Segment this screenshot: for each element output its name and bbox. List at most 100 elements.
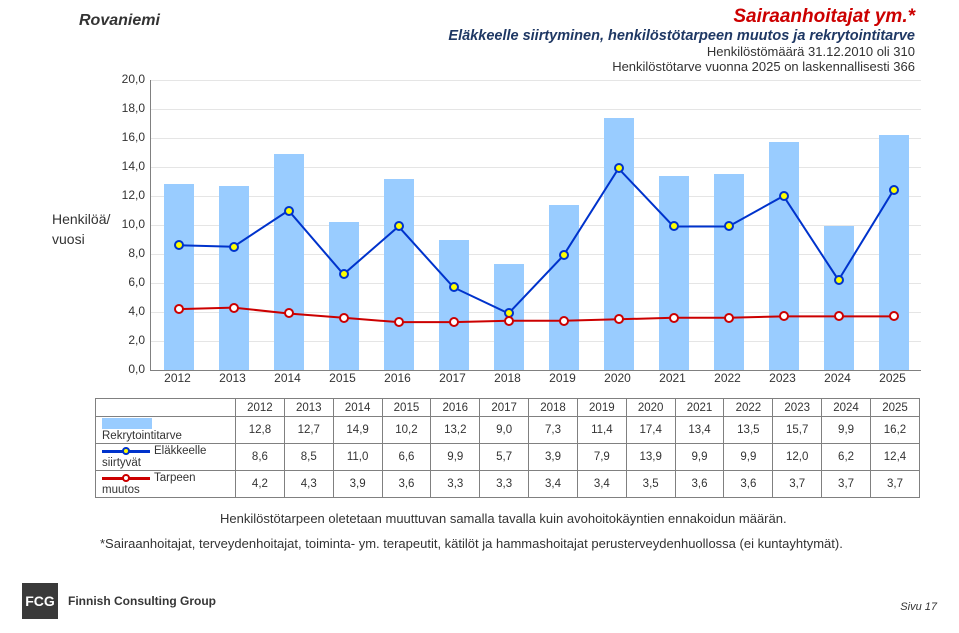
y-tick-label: 0,0 [109,362,145,376]
legend-series-name: Rekrytointitarve [96,417,236,444]
legend-value-cell: 3,7 [870,471,919,498]
legend-swatch [102,446,150,456]
legend-year-header: 2016 [431,399,480,417]
legend-value-cell: 8,5 [284,444,333,471]
x-tick-label: 2021 [653,371,693,385]
footnote: Henkilöstötarpeen oletetaan muuttuvan sa… [100,510,920,554]
x-tick-label: 2025 [873,371,913,385]
footnote-line2: *Sairaanhoitajat, terveydenhoitajat, toi… [100,535,920,554]
legend-value-cell: 3,4 [529,471,578,498]
legend-value-cell: 10,2 [382,417,431,444]
legend-value-cell: 3,7 [822,471,871,498]
legend-value-cell: 12,4 [870,444,919,471]
y-tick-label: 14,0 [109,159,145,173]
marker [614,163,624,173]
legend-value-cell: 4,3 [284,471,333,498]
legend-year-header: 2014 [333,399,382,417]
marker [229,242,239,252]
subtitle-3: Henkilöstötarve vuonna 2025 on laskennal… [195,59,915,74]
y-tick-label: 16,0 [109,130,145,144]
x-tick-label: 2024 [818,371,858,385]
marker [889,185,899,195]
marker [449,282,459,292]
marker [174,240,184,250]
x-tick-label: 2015 [323,371,363,385]
legend-value-cell: 3,7 [773,471,822,498]
line-layer [151,80,921,370]
logo-square: FCG [22,583,58,619]
legend-year-header: 2025 [870,399,919,417]
marker [449,317,459,327]
marker [394,317,404,327]
x-tick-label: 2018 [488,371,528,385]
legend-value-cell: 7,3 [529,417,578,444]
legend-value-cell: 9,9 [675,444,724,471]
x-tick-label: 2022 [708,371,748,385]
x-tick-label: 2020 [598,371,638,385]
y-tick-label: 2,0 [109,333,145,347]
legend-value-cell: 3,3 [431,471,480,498]
legend-year-header: 2013 [284,399,333,417]
y-tick-label: 6,0 [109,275,145,289]
marker [394,221,404,231]
marker [669,221,679,231]
x-tick-label: 2012 [158,371,198,385]
series-line-elakkeelle [179,168,894,313]
legend-value-cell: 9,0 [480,417,529,444]
marker [559,316,569,326]
chart: 0,02,04,06,08,010,012,014,016,018,020,0 … [150,80,920,371]
legend-value-cell: 6,6 [382,444,431,471]
legend-value-cell: 3,3 [480,471,529,498]
x-tick-label: 2016 [378,371,418,385]
legend-value-cell: 11,0 [333,444,382,471]
marker [504,316,514,326]
marker [724,221,734,231]
marker [724,313,734,323]
x-tick-label: 2014 [268,371,308,385]
legend-value-cell: 13,5 [724,417,773,444]
marker [614,314,624,324]
marker [229,303,239,313]
legend-value-cell: 14,9 [333,417,382,444]
header-block: Sairaanhoitajat ym.* Eläkkeelle siirtymi… [195,6,915,74]
y-axis-label: Henkilöä/ vuosi [52,210,110,249]
legend-header-empty [96,399,236,417]
legend-value-cell: 3,6 [382,471,431,498]
x-tick-label: 2013 [213,371,253,385]
y-tick-label: 8,0 [109,246,145,260]
legend-table: 2012201320142015201620172018201920202021… [95,398,920,498]
y-axis-label-line1: Henkilöä/ [52,211,110,227]
legend-value-cell: 16,2 [870,417,919,444]
marker [284,308,294,318]
y-tick-label: 18,0 [109,101,145,115]
y-tick-label: 10,0 [109,217,145,231]
legend-value-cell: 3,9 [333,471,382,498]
marker [779,311,789,321]
legend-value-cell: 3,5 [626,471,675,498]
marker [174,304,184,314]
x-tick-label: 2019 [543,371,583,385]
legend-value-cell: 15,7 [773,417,822,444]
legend-series-name: Eläkkeelle siirtyvät [96,444,236,471]
legend-value-cell: 9,9 [431,444,480,471]
legend-value-cell: 12,8 [236,417,285,444]
legend-value-cell: 13,9 [626,444,675,471]
legend-value-cell: 3,4 [577,471,626,498]
legend-value-cell: 5,7 [480,444,529,471]
legend-year-header: 2018 [529,399,578,417]
legend-year-header: 2023 [773,399,822,417]
plot-area: 0,02,04,06,08,010,012,014,016,018,020,0 [150,80,921,371]
legend-year-header: 2022 [724,399,773,417]
legend-value-cell: 11,4 [577,417,626,444]
marker [284,206,294,216]
y-tick-label: 20,0 [109,72,145,86]
x-tick-label: 2023 [763,371,803,385]
legend-value-cell: 9,9 [822,417,871,444]
legend-value-cell: 12,0 [773,444,822,471]
subtitle-2: Henkilöstömäärä 31.12.2010 oli 310 [195,44,915,59]
legend-value-cell: 3,9 [529,444,578,471]
marker [779,191,789,201]
page-number: Sivu 17 [900,601,937,613]
legend-value-cell: 6,2 [822,444,871,471]
legend-value-cell: 4,2 [236,471,285,498]
